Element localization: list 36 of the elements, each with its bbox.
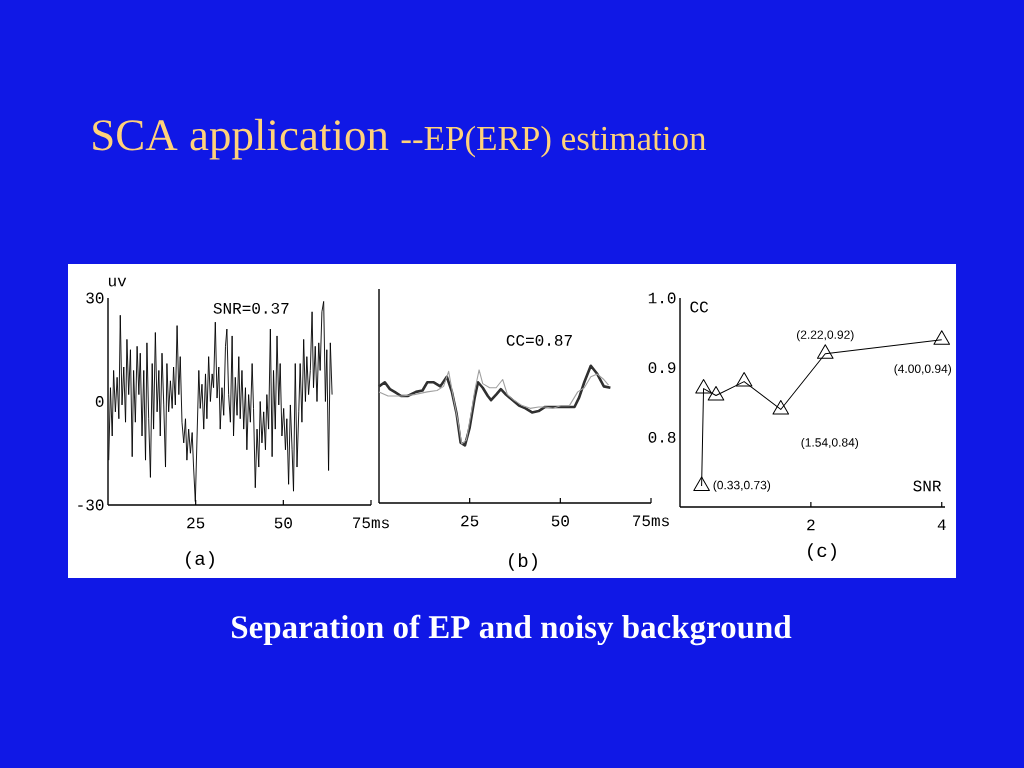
y-tick-label: 0 (95, 396, 104, 407)
y-tick-label: 0.9 (648, 362, 676, 374)
annotation: (1.54,0.84) (801, 437, 859, 450)
annotation: (2.22,0.92) (796, 330, 854, 342)
annotation: (0.33,0.73) (713, 480, 771, 492)
point (693, 476, 710, 492)
text: CC=0.87 (506, 334, 572, 346)
point (933, 330, 951, 345)
x-tick-label: 75ms (353, 517, 389, 529)
point (772, 399, 790, 415)
x-axis-title: SNR (913, 480, 942, 492)
y-tick-label: 30 (86, 292, 104, 304)
point (695, 379, 712, 394)
y-tick-label: 0.8 (648, 431, 676, 443)
text: (b) (509, 553, 537, 571)
y-tick-label: 1.0 (648, 292, 676, 304)
y-axis-title: uv (108, 277, 127, 287)
text: (c) (808, 543, 836, 561)
annotation: (4.00,0.94) (894, 364, 952, 376)
text: (a) (186, 551, 214, 569)
y-axis-title: CC (690, 301, 709, 313)
x-tick-label: 75ms (633, 515, 669, 527)
point (707, 386, 725, 401)
x-tick-label: 2 (807, 519, 815, 531)
text: --EP(ERP) estimation (401, 125, 707, 158)
x-tick-label: 50 (551, 515, 569, 527)
point (735, 372, 753, 387)
x-tick-label: 4 (937, 519, 946, 531)
text: Separation of EP and noisy background (232, 614, 792, 646)
chart-title: SCA application (93, 118, 389, 160)
x-tick-label: 25 (461, 515, 479, 527)
x-tick-label: 50 (274, 517, 292, 529)
y-tick-label: -30 (78, 499, 104, 511)
annotation: SNR=0.37 (213, 302, 289, 314)
point (816, 344, 834, 359)
x-tick-label: 25 (187, 517, 205, 529)
